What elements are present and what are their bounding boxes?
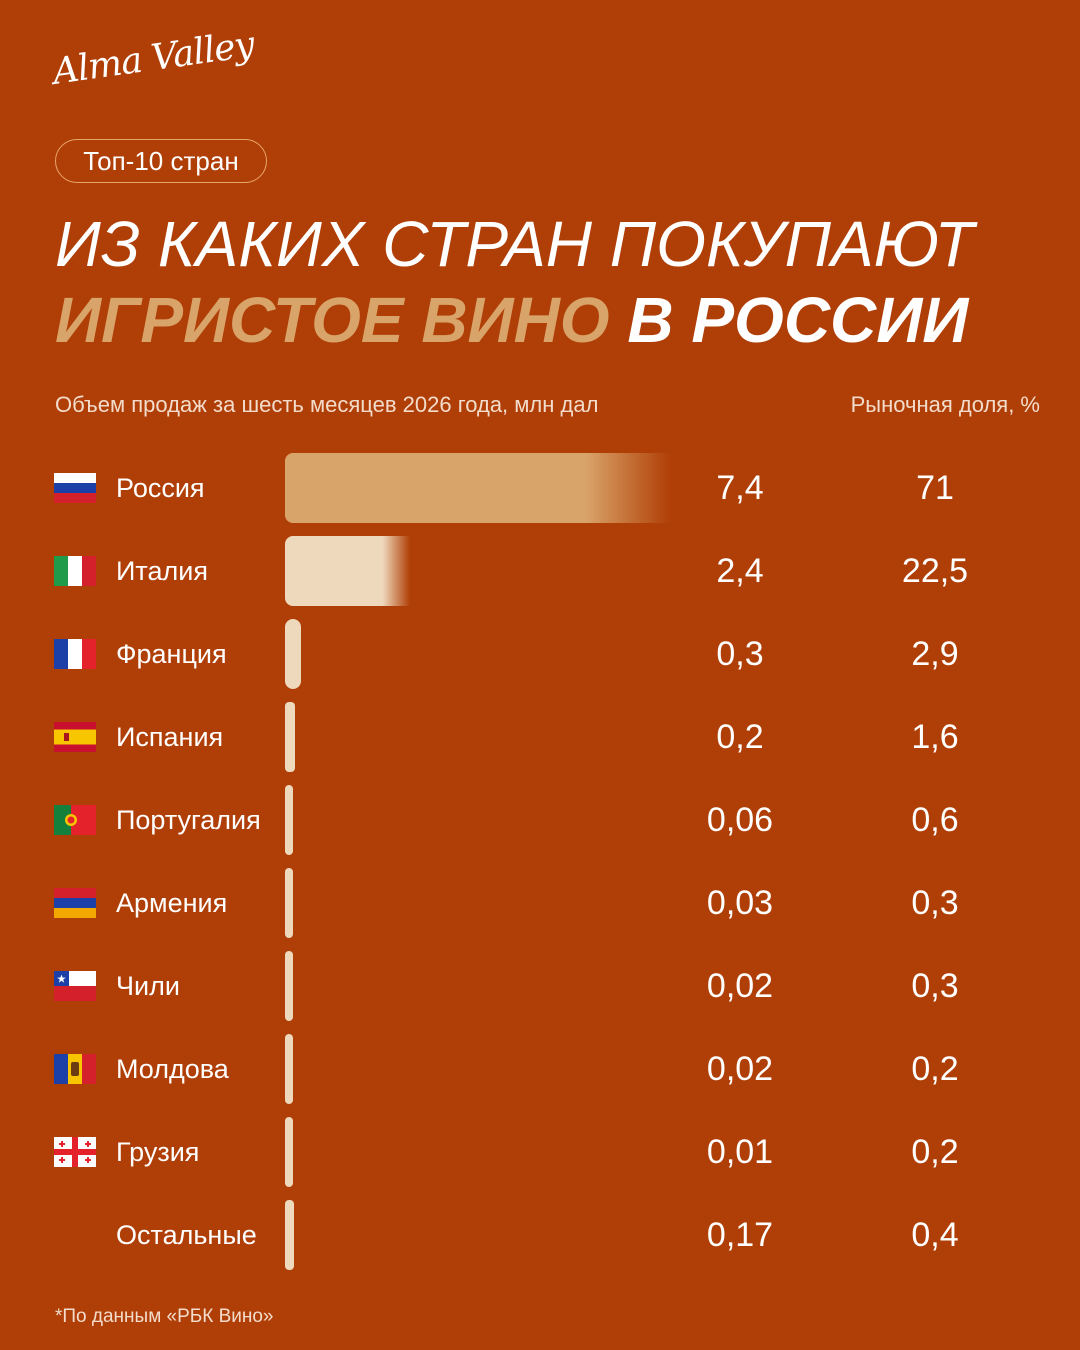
country-label: Остальные — [116, 1219, 257, 1250]
armenia-flag-icon — [54, 888, 96, 918]
share-value-label: 71 — [916, 468, 954, 507]
country-label: Испания — [116, 721, 224, 752]
title-rest: В РОССИИ — [627, 284, 969, 356]
georgia-flag-icon — [54, 1137, 96, 1167]
badge-label: Топ-10 стран — [83, 145, 239, 176]
country-label: Португалия — [116, 804, 261, 835]
volume-value-label: 0,2 — [716, 717, 764, 756]
chart-row: Грузия 0,01 0,2 — [0, 1117, 1080, 1187]
france-flag-icon — [54, 639, 96, 669]
share-value-label: 0,6 — [911, 800, 959, 839]
share-value-label: 0,2 — [911, 1132, 959, 1171]
title-line-1: ИЗ КАКИХ СТРАН ПОКУПАЮТ — [55, 208, 974, 280]
volume-bar — [285, 785, 293, 855]
share-value-label: 2,9 — [911, 634, 959, 673]
share-column-header: Рыночная доля, % — [850, 392, 1040, 417]
chart-row: Молдова 0,02 0,2 — [0, 1034, 1080, 1104]
country-label: Грузия — [116, 1136, 200, 1167]
alma-valley-logo: Alma Valley — [50, 24, 257, 93]
volume-value-label: 7,4 — [716, 468, 764, 507]
chart-row: Чили 0,02 0,3 — [0, 951, 1080, 1021]
chile-flag-icon — [54, 971, 96, 1001]
country-label: Молдова — [116, 1053, 229, 1084]
spain-flag-icon — [54, 722, 96, 752]
volume-bar — [285, 536, 410, 606]
volume-value-label: 0,01 — [706, 1132, 774, 1171]
volume-bar — [285, 1117, 293, 1187]
top-10-badge: Топ-10 стран — [55, 139, 267, 183]
share-value-label: 0,4 — [911, 1215, 959, 1254]
page-title: ИЗ КАКИХ СТРАН ПОКУПАЮТ ИГРИСТОЕ ВИНО В … — [55, 206, 974, 358]
chart-row: Армения 0,03 0,3 — [0, 868, 1080, 938]
chart-row: Португалия 0,06 0,6 — [0, 785, 1080, 855]
volume-value-label: 0,02 — [706, 966, 774, 1005]
source-footnote: *По данным «РБК Вино» — [55, 1306, 274, 1327]
volume-bar — [285, 951, 293, 1021]
country-label: Чили — [116, 970, 180, 1001]
share-value-label: 0,2 — [911, 1049, 959, 1088]
volume-bar — [285, 868, 293, 938]
share-value-label: 0,3 — [911, 966, 959, 1005]
chart-row: Испания 0,2 1,6 — [0, 702, 1080, 772]
volume-value-label: 0,02 — [706, 1049, 774, 1088]
russia-flag-icon — [54, 473, 96, 503]
volume-column-header: Объем продаж за шесть месяцев 2026 года,… — [55, 392, 599, 417]
country-label: Армения — [116, 887, 228, 918]
italy-flag-icon — [54, 556, 96, 586]
volume-value-label: 0,06 — [706, 800, 774, 839]
chart-row: Франция 0,3 2,9 — [0, 619, 1080, 689]
country-label: Франция — [116, 638, 227, 669]
country-label: Италия — [116, 555, 208, 586]
volume-bar — [285, 1034, 293, 1104]
volume-value-label: 0,03 — [706, 883, 774, 922]
share-value-label: 1,6 — [911, 717, 959, 756]
volume-bar — [285, 619, 301, 689]
share-value-label: 0,3 — [911, 883, 959, 922]
title-accent: ИГРИСТОЕ ВИНО — [55, 284, 610, 356]
moldova-flag-icon — [54, 1054, 96, 1084]
volume-bar — [285, 453, 670, 523]
volume-bar — [285, 1200, 294, 1270]
volume-bar — [285, 702, 295, 772]
chart-row: Россия 7,4 71 — [0, 453, 1080, 523]
country-label: Россия — [116, 472, 205, 503]
chart-row: Остальные 0,17 0,4 — [0, 1200, 1080, 1270]
portugal-flag-icon — [54, 805, 96, 835]
volume-value-label: 0,3 — [716, 634, 764, 673]
share-value-label: 22,5 — [901, 551, 969, 590]
volume-value-label: 0,17 — [706, 1215, 774, 1254]
title-line-2: ИГРИСТОЕ ВИНО В РОССИИ — [55, 284, 968, 356]
chart-row: Италия 2,4 22,5 — [0, 536, 1080, 606]
volume-value-label: 2,4 — [716, 551, 764, 590]
